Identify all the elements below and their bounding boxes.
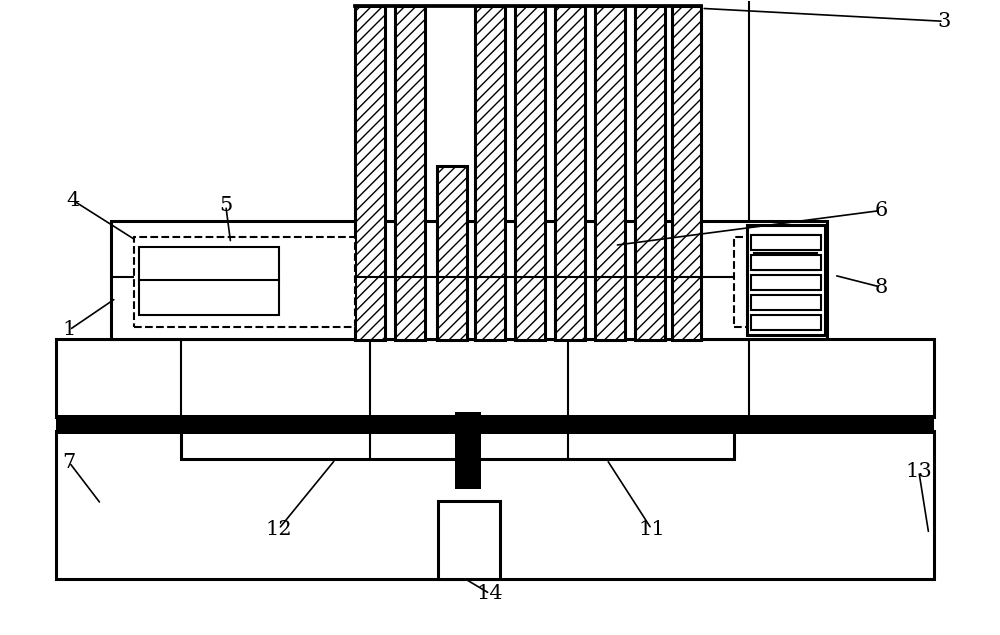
- Text: 5: 5: [219, 196, 232, 215]
- Bar: [455, 411, 481, 489]
- Text: 14: 14: [477, 584, 503, 603]
- Bar: [751, 255, 821, 271]
- Bar: [555, 6, 585, 340]
- Bar: [475, 6, 505, 340]
- Bar: [111, 222, 827, 339]
- Text: 3: 3: [937, 12, 950, 31]
- Text: 4: 4: [67, 191, 80, 210]
- Bar: [672, 6, 701, 340]
- Bar: [751, 236, 821, 250]
- Text: 13: 13: [905, 462, 932, 481]
- Bar: [438, 501, 500, 579]
- Text: 12: 12: [265, 519, 292, 538]
- Bar: [751, 295, 821, 310]
- Text: 7: 7: [63, 453, 76, 472]
- Bar: [747, 225, 825, 335]
- Bar: [751, 315, 821, 330]
- Bar: [395, 6, 425, 340]
- Bar: [134, 237, 355, 327]
- Text: 11: 11: [638, 519, 665, 538]
- Bar: [595, 6, 625, 340]
- Bar: [751, 275, 821, 290]
- Bar: [437, 166, 467, 340]
- Bar: [635, 6, 665, 340]
- Bar: [56, 415, 934, 434]
- Text: 6: 6: [874, 201, 888, 220]
- Bar: [139, 247, 279, 315]
- Bar: [515, 6, 545, 340]
- Text: 1: 1: [63, 321, 76, 340]
- Text: 8: 8: [874, 277, 888, 297]
- Bar: [181, 411, 734, 459]
- Bar: [56, 339, 934, 417]
- Bar: [355, 6, 385, 340]
- Bar: [734, 237, 826, 327]
- Bar: [56, 432, 934, 579]
